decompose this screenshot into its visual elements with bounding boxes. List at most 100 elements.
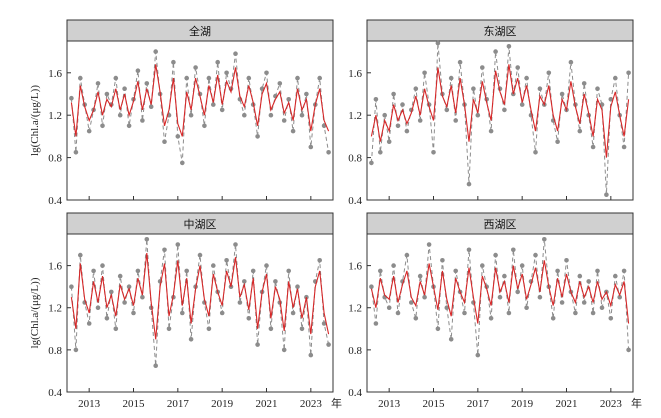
chart-3-title: 西湖区 bbox=[484, 218, 517, 231]
chart-3-observed-point bbox=[378, 268, 383, 274]
chart-3-observed-point bbox=[435, 326, 441, 332]
chart-0-ytick-label: 1.2 bbox=[48, 110, 62, 122]
chart-1-series-fitted-line bbox=[370, 64, 630, 158]
chart-0-observed-point bbox=[233, 51, 238, 56]
chart-1-observed-point bbox=[466, 181, 472, 187]
chart-1-observed-point bbox=[595, 86, 600, 91]
chart-3-observed-point bbox=[480, 263, 485, 268]
chart-2-series-fitted-line bbox=[70, 252, 330, 340]
chart-0-ytick-label: 0.8 bbox=[48, 153, 62, 165]
chart-2-observed-point bbox=[153, 363, 158, 369]
chart-0-plot-frame bbox=[66, 40, 334, 201]
chart-2-observed-point bbox=[166, 326, 172, 332]
chart-1-observed-point bbox=[471, 86, 476, 91]
chart-3-observed-point bbox=[506, 310, 512, 316]
chart-3-observed-point bbox=[555, 268, 560, 274]
chart-3-observed-point bbox=[515, 289, 520, 295]
chart-1-ytick-label: 0.8 bbox=[348, 153, 362, 165]
chart-0-observed-point bbox=[78, 75, 83, 81]
chart-0-observed-point bbox=[117, 112, 123, 118]
chart-2-series-observed-line bbox=[70, 239, 330, 366]
chart-3-observed-point bbox=[395, 310, 401, 316]
chart-2-observed-point bbox=[299, 326, 305, 332]
chart-2-observed-point bbox=[140, 294, 145, 300]
chart-2-observed-point bbox=[188, 337, 194, 342]
chart-2-observed-point bbox=[206, 326, 212, 332]
chart-2-xtick-label: 2015 bbox=[123, 398, 146, 410]
chart-3-observed-point bbox=[524, 305, 529, 311]
chart-2-observed-point bbox=[273, 279, 278, 284]
chart-1-plot-frame bbox=[366, 40, 634, 201]
chart-3-observed-point bbox=[488, 316, 494, 321]
chart-2-xtick-label: 2013 bbox=[78, 398, 101, 410]
chart-0-observed-point bbox=[140, 118, 145, 123]
chart-0-observed-point bbox=[326, 150, 331, 155]
chart-0-observed-point bbox=[211, 102, 216, 107]
chart-1-observed-point bbox=[555, 139, 560, 144]
chart-3-observed-point bbox=[373, 321, 379, 326]
chart-3-xtick-label: 2021 bbox=[556, 398, 578, 410]
chart-3-observed-point bbox=[511, 247, 516, 253]
chart-2-observed-point bbox=[264, 263, 269, 268]
chart-0-observed-point bbox=[104, 91, 110, 97]
chart-1-observed-point bbox=[386, 139, 392, 144]
chart-0-observed-point bbox=[180, 160, 185, 166]
chart-2-observed-point bbox=[175, 242, 181, 247]
chart-2-observed-point bbox=[126, 284, 132, 290]
chart-1-observed-point bbox=[515, 65, 520, 70]
chart-0-observed-point bbox=[122, 86, 127, 91]
chart-0-observed-point bbox=[202, 123, 207, 129]
chart-1-observed-point bbox=[559, 91, 565, 97]
chart-1-ytick-label: 1.6 bbox=[348, 68, 362, 80]
chart-3-observed-point bbox=[448, 337, 454, 342]
chart-3-observed-point bbox=[537, 294, 543, 300]
chart-0-observed-point bbox=[100, 123, 105, 129]
chart-0-observed-point bbox=[246, 75, 252, 81]
chart-3-observed-point bbox=[444, 305, 450, 311]
chart-1-observed-point bbox=[400, 102, 405, 107]
chart-1-observed-point bbox=[546, 70, 552, 76]
chart-2-observed-point bbox=[286, 268, 292, 274]
chart-1-observed-point bbox=[378, 150, 383, 155]
chart-1-observed-point bbox=[519, 102, 525, 107]
chart-1-observed-point bbox=[475, 112, 481, 118]
chart-3-plot-frame bbox=[366, 233, 634, 393]
chart-2-ytick-label: 0.4 bbox=[48, 387, 62, 399]
chart-2-observed-point bbox=[250, 268, 256, 274]
chart-3-observed-point bbox=[502, 273, 507, 279]
chart-0-observed-point bbox=[281, 118, 287, 123]
chart-3-observed-point bbox=[590, 310, 596, 316]
chart-0-title: 全湖 bbox=[189, 24, 211, 38]
chart-3-xtick-label: 2015 bbox=[423, 398, 446, 410]
chart-0-observed-point bbox=[290, 128, 296, 134]
chart-0-observed-point bbox=[299, 112, 305, 118]
chart-3-observed-point bbox=[586, 279, 591, 284]
chart-2-observed-point bbox=[135, 268, 141, 274]
chart-2-xtick-label: 2021 bbox=[256, 398, 278, 410]
chart-3-observed-point bbox=[559, 300, 565, 305]
chart-1-observed-point bbox=[391, 91, 396, 97]
chart-1-observed-point bbox=[422, 70, 427, 76]
chart-0-ylabel: lg(Chl.a/(μg/L)) bbox=[29, 85, 41, 156]
chart-2-observed-point bbox=[237, 300, 243, 305]
chart-2-observed-point bbox=[122, 300, 127, 305]
chart-2-observed-point bbox=[308, 352, 314, 358]
chart-0-observed-point bbox=[153, 49, 158, 54]
chart-2-observed-point bbox=[295, 284, 300, 290]
chart-1-observed-point bbox=[599, 102, 605, 107]
chart-3-xtick-label: 2013 bbox=[378, 398, 401, 410]
chart-2-ylabel: lg(Chl.a/(μg/L)) bbox=[29, 277, 41, 348]
chart-0-observed-point bbox=[171, 59, 176, 65]
chart-2-observed-point bbox=[162, 247, 167, 253]
chart-1-observed-point bbox=[448, 75, 454, 81]
chart-1-observed-point bbox=[577, 128, 583, 134]
chart-1-observed-point bbox=[382, 112, 388, 118]
chart-0-observed-point bbox=[162, 139, 167, 144]
chart-3-observed-point bbox=[453, 268, 459, 274]
chart-2-observed-point bbox=[104, 316, 110, 321]
chart-1-observed-point bbox=[621, 144, 627, 150]
chart-1-observed-point bbox=[373, 97, 379, 102]
chart-0-observed-point bbox=[193, 65, 198, 70]
chart-2-observed-point bbox=[268, 326, 274, 332]
chart-2-observed-point bbox=[219, 310, 225, 316]
